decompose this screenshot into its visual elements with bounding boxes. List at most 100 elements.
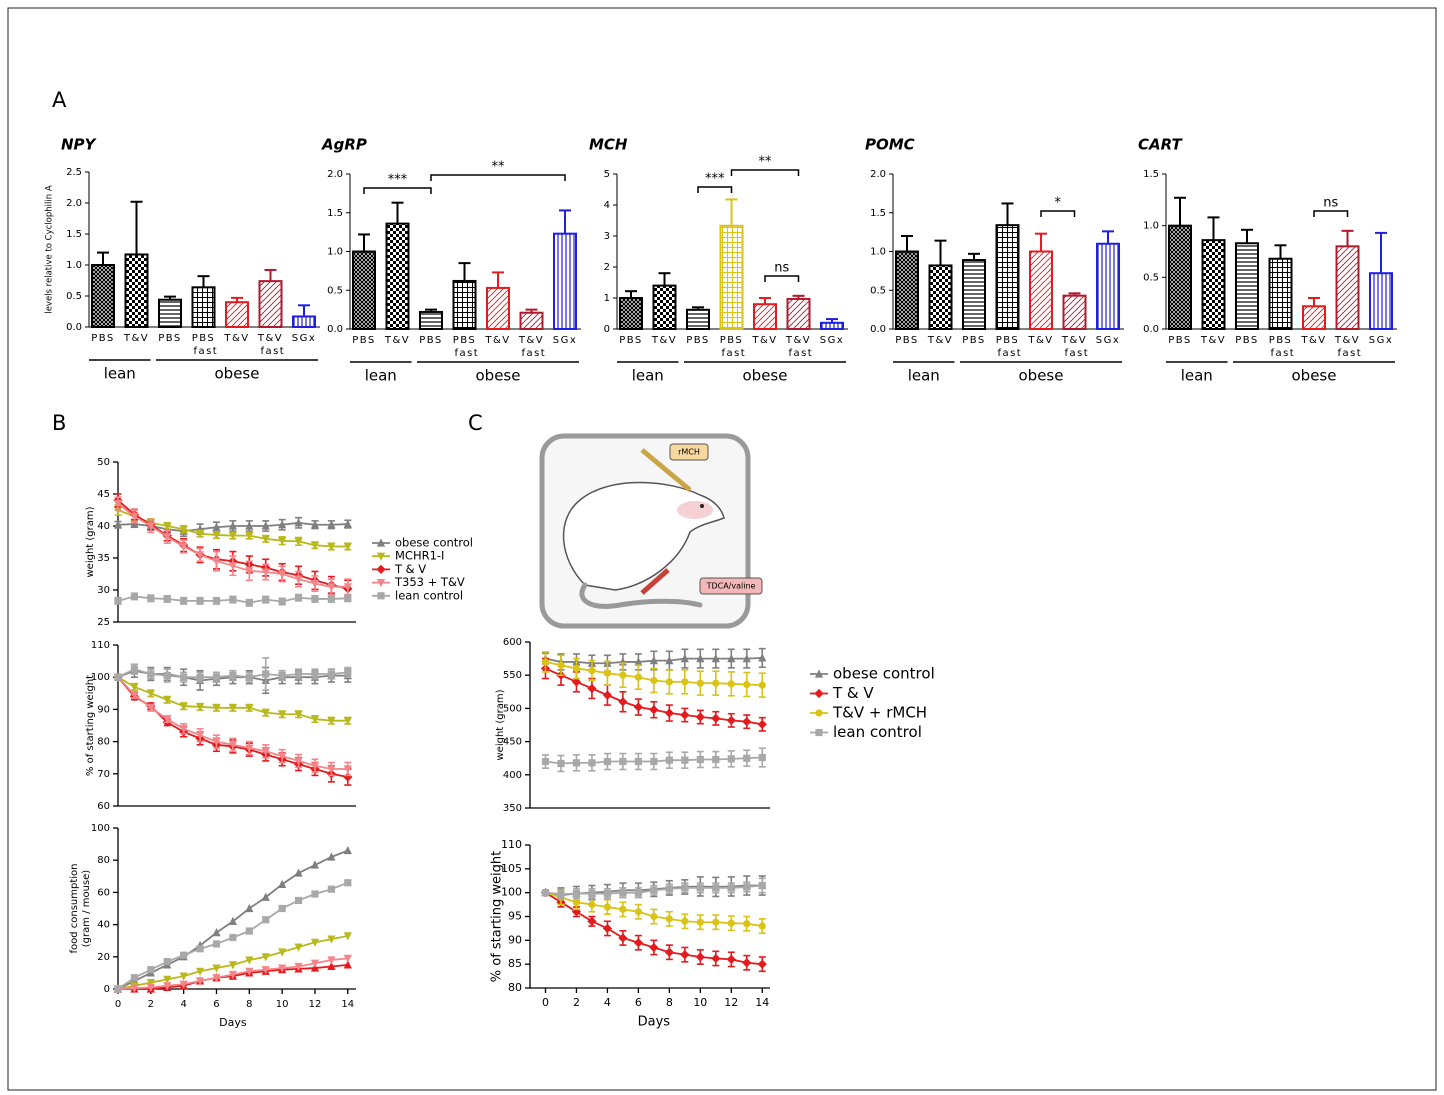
x-tick-label: PBS fast [450,335,479,359]
marker [619,672,626,679]
x-tick-label: PBS [1168,335,1192,346]
x-tick-label: 10 [693,996,707,1009]
marker [635,889,642,896]
y-tick-label: 50 [97,457,110,468]
marker [557,760,564,767]
y-tick-label: 0.0 [327,324,343,335]
marker [759,754,766,761]
y-tick-label: 3 [604,231,610,242]
x-tick-label: 2 [148,999,154,1010]
marker [604,890,611,897]
y-tick-label: 110 [91,640,110,651]
chart-title: MCH [589,136,628,154]
marker [634,702,643,711]
marker [681,884,688,891]
marker [196,945,203,952]
x-tick-label: SGx [820,335,845,346]
x-tick-label: T&V fast [784,335,813,359]
legend-label: obese control [395,536,473,550]
marker [213,940,220,947]
bar [521,313,543,329]
y-tick-label: 0.5 [327,285,343,296]
x-tick-label: 14 [341,999,354,1010]
x-tick-label: SGx [1096,335,1121,346]
bar [997,225,1019,329]
y-tick-label: 0.5 [870,285,886,296]
marker [542,758,549,765]
x-axis-label: Days [219,1016,247,1029]
group-label: obese [215,365,260,383]
significance-label: *** [705,172,725,187]
y-tick-label: 40 [97,920,110,931]
marker [635,674,642,681]
series [114,658,351,690]
marker [262,916,269,923]
marker [815,709,822,716]
bar [126,254,148,327]
marker [681,918,688,925]
y-axis-label: levels relative to Cyclophilin A [45,185,55,313]
x-tick-label: PBS fast [993,335,1022,359]
marker [588,759,595,766]
marker [114,985,121,992]
marker [328,595,335,602]
x-tick-label: 4 [180,999,186,1010]
marker [542,889,549,896]
group-label: lean [104,365,136,383]
marker [650,913,657,920]
y-tick-label: 2.0 [870,169,886,180]
marker [573,899,580,906]
group-label: obese [476,367,521,385]
marker [635,908,642,915]
mouse-brain [677,501,713,519]
chart-title: AgRP [321,136,367,154]
y-tick-label: 0.0 [870,324,886,335]
x-tick-label: PBS [158,333,182,344]
y-tick-label: 90 [97,704,110,715]
marker [728,755,735,762]
marker [649,705,658,714]
marker [712,756,719,763]
chart-title: CART [1138,136,1183,154]
group-label: obese [1292,367,1337,385]
marker [697,919,704,926]
marker [344,595,351,602]
y-tick-label: 90 [508,933,522,946]
marker [697,884,704,891]
y-tick-label: 1.0 [327,247,343,258]
y-tick-label: 1.5 [66,229,82,240]
bar [92,265,114,327]
y-tick-label: 95 [508,910,522,923]
marker [573,890,580,897]
marker [246,674,253,681]
significance-label: ns [774,261,789,276]
significance-bracket [1041,211,1075,217]
significance-label: ** [492,160,506,175]
marker [743,920,750,927]
marker [196,597,203,604]
marker [311,595,318,602]
significance-bracket [765,276,799,282]
x-tick-label: PBS [1235,335,1259,346]
y-tick-label: 0 [604,324,610,335]
bar [821,323,843,329]
marker [180,597,187,604]
bar [1203,240,1225,329]
y-tick-label: 0.0 [1143,324,1159,335]
figure: A B C rMCH TDCA/valine NPYlevels relativ… [0,0,1444,1095]
marker [262,670,269,677]
marker [759,682,766,689]
illustration: rMCH TDCA/valine [542,436,762,626]
marker [650,677,657,684]
marker [619,758,626,765]
marker [712,680,719,687]
bar [260,281,282,327]
marker [344,669,351,676]
x-tick-label: PBS fast [1266,335,1295,359]
significance-bracket [431,175,565,181]
bar [1337,246,1359,329]
bar [554,234,576,329]
x-tick-label: 8 [246,999,252,1010]
y-tick-label: 1.5 [327,208,343,219]
marker [311,890,318,897]
